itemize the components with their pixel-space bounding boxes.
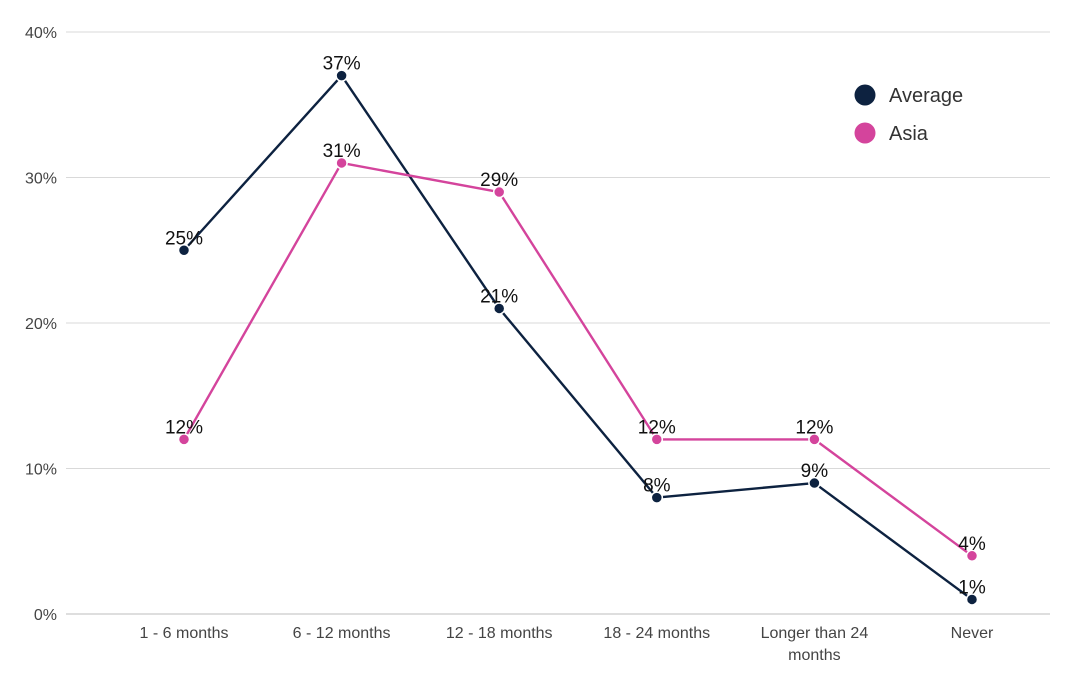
data-label-asia: 31% <box>323 141 361 162</box>
data-label-asia: 4% <box>958 534 986 555</box>
y-tick-label: 30% <box>25 171 57 188</box>
series-line-average <box>183 74 973 601</box>
y-tick-label: 0% <box>34 607 57 624</box>
legend-label-asia: Asia <box>889 123 929 145</box>
data-point-average <box>650 491 664 504</box>
x-axis: 1 - 6 months 6 - 12 months 12 - 18 months 1… <box>140 625 994 664</box>
data-label-average: 8% <box>643 476 671 497</box>
data-label-average: 37% <box>323 54 361 75</box>
data-label-average: 21% <box>480 286 518 307</box>
legend-marker-asia <box>854 122 876 144</box>
y-tick-label: 40% <box>25 25 57 42</box>
data-point-asia <box>808 433 821 446</box>
data-point-asia <box>177 433 191 446</box>
x-tick-label: 12 - 18 months <box>446 625 553 642</box>
x-tick-label-line: months <box>788 647 840 664</box>
x-tick-label: Longer than 24 months <box>761 625 869 664</box>
x-tick-label-line: Longer than 24 <box>761 625 869 642</box>
data-label-average: 25% <box>165 228 203 249</box>
data-labels: 25% 37% 21% 8% 9% 1% 12% 31% 29% 12% 12% 4% <box>165 54 986 599</box>
data-point-asia <box>335 156 348 170</box>
x-tick-label-line: 1 - 6 months <box>140 625 229 642</box>
data-point-asia <box>492 185 506 199</box>
data-point-average <box>335 69 348 82</box>
data-label-asia: 12% <box>165 417 203 438</box>
legend-label-average: Average <box>889 85 963 107</box>
x-tick-label-line: 6 - 12 months <box>293 625 391 642</box>
data-label-average: 9% <box>801 461 829 482</box>
data-point-average <box>492 302 506 315</box>
x-tick-label: 1 - 6 months <box>140 625 229 642</box>
y-tick-label: 10% <box>25 462 57 479</box>
y-tick-label: 20% <box>25 316 57 333</box>
series-average <box>177 69 979 606</box>
x-tick-label: 18 - 24 months <box>603 625 710 642</box>
data-label-asia: 12% <box>795 417 833 438</box>
x-tick-label-line: 18 - 24 months <box>603 625 710 642</box>
x-tick-label: Never <box>951 625 994 642</box>
x-tick-label-line: 12 - 18 months <box>446 625 553 642</box>
data-label-asia: 12% <box>638 417 676 438</box>
legend-marker-average <box>854 84 876 106</box>
y-axis: 0% 10% 20% 30% 40% <box>25 25 57 624</box>
data-point-average <box>965 593 979 606</box>
x-tick-label-line: Never <box>951 625 994 642</box>
data-point-average <box>808 476 821 490</box>
series <box>177 69 979 606</box>
data-label-average: 1% <box>958 577 986 598</box>
data-point-asia <box>965 549 979 563</box>
data-point-asia <box>650 433 664 446</box>
grid <box>66 31 1050 615</box>
series-line-asia <box>182 161 973 557</box>
data-label-asia: 29% <box>480 170 518 191</box>
legend: Average Asia <box>854 84 963 145</box>
x-tick-label: 6 - 12 months <box>293 625 391 642</box>
data-point-average <box>177 244 191 257</box>
series-asia <box>177 156 979 563</box>
